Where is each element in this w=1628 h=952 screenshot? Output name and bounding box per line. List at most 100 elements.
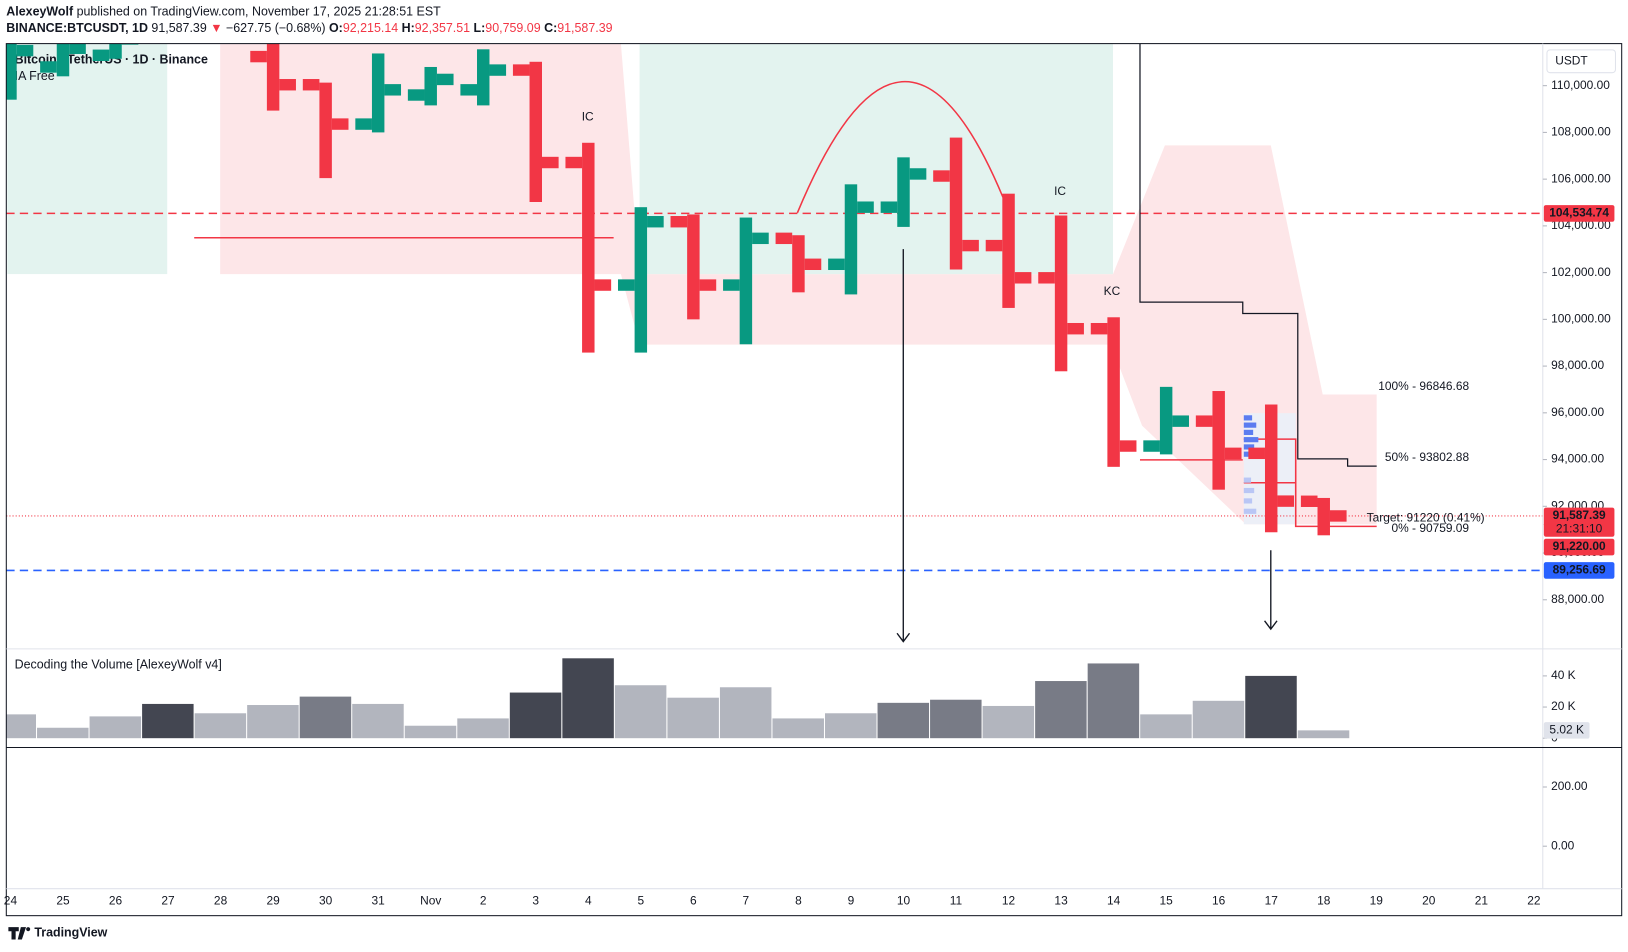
volume-bar — [772, 718, 824, 739]
price-label-box — [1543, 562, 1615, 579]
header-segment: 91,587.39 — [151, 21, 210, 35]
volume-pane — [6, 658, 1350, 739]
volume-title: Decoding the Volume [AlexeyWolf v4] — [15, 658, 222, 672]
price-label-box — [1543, 507, 1615, 537]
price-lines — [6, 212, 1543, 572]
x-tick-label: 10 — [897, 893, 911, 907]
x-tick-label: 21 — [1475, 893, 1489, 907]
candle-open — [670, 216, 688, 228]
candle-open — [512, 64, 530, 76]
y-tick-label: 110,000.00 — [1551, 78, 1610, 92]
y-tick-label: 88,000.00 — [1551, 592, 1604, 606]
candle-close — [1277, 495, 1295, 507]
candle-open — [92, 49, 110, 61]
x-tick-label: 3 — [532, 893, 539, 907]
x-tick-label: 24 — [4, 893, 18, 907]
x-tick-label: 2 — [480, 893, 487, 907]
volume-bar — [37, 727, 89, 739]
x-tick-label: 13 — [1054, 893, 1068, 907]
header-segment: 90,759.09 — [485, 21, 544, 35]
header-segment: ▼ — [210, 21, 226, 35]
volume-bar — [89, 716, 142, 739]
x-tick-label: 6 — [690, 893, 697, 907]
candle-range — [844, 184, 858, 295]
x-tick-label: 28 — [214, 893, 228, 907]
candle-close — [279, 79, 296, 91]
candle-open — [1143, 440, 1160, 452]
candles — [6, 43, 1347, 536]
candle-close — [542, 156, 559, 169]
candle-open — [1195, 415, 1213, 427]
y-tick-label: 108,000.00 — [1551, 125, 1611, 139]
x-tick-label: 8 — [795, 893, 802, 907]
candle-close — [331, 118, 349, 130]
fib-label: 50% - 93802.88 — [1385, 450, 1470, 464]
x-tick-label: 5 — [638, 893, 645, 907]
zone — [639, 43, 1113, 275]
candle-range — [477, 49, 490, 106]
x-tick-label: 30 — [319, 893, 333, 907]
candle-range — [582, 142, 595, 353]
countdown: 21:31:10 — [1556, 522, 1603, 536]
volume-bar — [1297, 730, 1350, 739]
volume-bar — [142, 703, 194, 739]
candle-open — [1300, 495, 1318, 507]
candle-open — [828, 258, 845, 271]
candle-close — [436, 73, 454, 86]
candle-close — [1119, 440, 1137, 452]
x-tick-label: 18 — [1317, 893, 1331, 907]
x-tick-label: 7 — [743, 893, 750, 907]
price-label: 104,534.74 — [1549, 206, 1609, 220]
header-segment: H: — [402, 21, 415, 35]
candle-open — [302, 79, 320, 91]
y-tick-label: 40 K — [1551, 668, 1576, 682]
candle-close — [1224, 447, 1242, 460]
y-tick-label: 106,000.00 — [1551, 171, 1611, 185]
candle-range — [109, 43, 122, 59]
axes: 24 25 26 27 28 29 30 31 Nov 2 3 4 5 6 7 8 9 10 11 12 13 14 15 1… — [4, 78, 1615, 907]
candle-range — [949, 137, 963, 270]
candle-range — [266, 43, 280, 111]
y-tick-label: 96,000.00 — [1551, 405, 1604, 419]
candle-open — [880, 201, 898, 213]
header-segment: L: — [474, 21, 486, 35]
y-tick-label: 94,000.00 — [1551, 452, 1604, 466]
annotation: KC — [1104, 284, 1121, 298]
x-tick-label: 14 — [1107, 893, 1121, 907]
currency: USDT — [1555, 53, 1588, 67]
y-tick-label: 0.00 — [1551, 838, 1575, 852]
y-tick-label: 98,000.00 — [1551, 358, 1604, 372]
x-tick-label: 26 — [109, 893, 123, 907]
header-segment: published on TradingView.com, November 1… — [73, 5, 441, 19]
header-segment: 91,587.39 — [557, 21, 612, 35]
price-label: 89,256.69 — [1553, 563, 1606, 577]
candle-open — [355, 118, 372, 130]
volume-bar — [930, 699, 982, 739]
candle-open — [617, 279, 635, 291]
candle-range — [6, 43, 17, 100]
candle-range — [319, 82, 332, 179]
arrow — [896, 249, 1278, 643]
candle-range — [1159, 386, 1173, 455]
candle-close — [1014, 272, 1032, 284]
header-segment: 92,215.14 — [343, 21, 402, 35]
y-tick-label: 102,000.00 — [1551, 265, 1611, 279]
header-segment: AlexeyWolf — [6, 5, 74, 19]
candle-range — [1212, 391, 1225, 490]
volume-bar — [6, 714, 36, 739]
candle-close — [384, 84, 402, 96]
currency-box — [1546, 49, 1616, 74]
candle-range — [897, 157, 910, 227]
candle-open — [460, 84, 478, 96]
candle-close — [804, 258, 822, 271]
candle-range — [792, 235, 805, 293]
volume-bar — [247, 705, 299, 739]
candle-range — [634, 207, 648, 353]
header-segment: O: — [329, 21, 343, 35]
candle-close — [1172, 415, 1189, 427]
frame — [5, 43, 1623, 917]
volume-bar — [299, 696, 352, 739]
price-label: 91,220.00 — [1553, 539, 1606, 553]
candle-close — [752, 232, 769, 245]
